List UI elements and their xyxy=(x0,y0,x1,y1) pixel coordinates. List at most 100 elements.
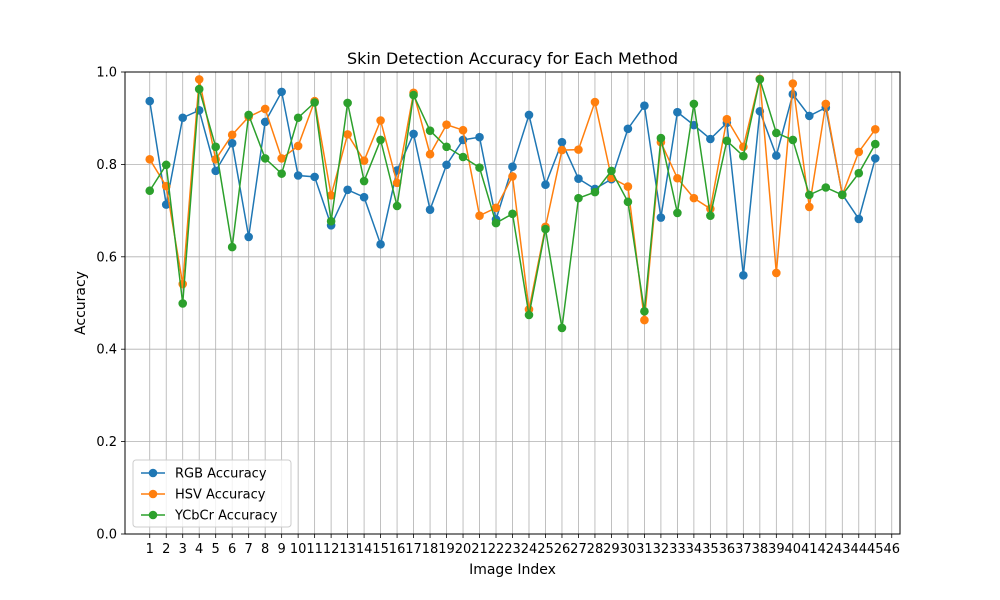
x-tick-label: 1 xyxy=(146,542,154,557)
data-point-ycbcr xyxy=(161,160,171,170)
data-point-hsv xyxy=(640,315,649,325)
data-point-hsv xyxy=(491,203,501,213)
y-tick-label: 0.6 xyxy=(96,250,117,265)
data-point-rgb xyxy=(870,154,880,163)
data-point-rgb xyxy=(343,185,352,195)
x-ticks: 1 2 3 4 5 6 7 8 9 10 11 12 13 14 15 16 17 18 19 20 21 22 23 24 2… xyxy=(146,534,900,557)
data-point-rgb xyxy=(706,134,715,144)
legend-box xyxy=(132,459,292,528)
legend-marker xyxy=(148,510,158,520)
x-tick-label: 15 xyxy=(372,542,389,557)
data-point-ycbcr xyxy=(541,224,550,234)
legend-item-ycbcr: YCbCr Accuracy xyxy=(141,509,278,524)
data-point-ycbcr xyxy=(689,99,699,109)
data-point-ycbcr xyxy=(870,139,880,149)
data-point-rgb xyxy=(574,174,583,184)
data-point-ycbcr xyxy=(359,176,369,186)
y-tick-label: 0.2 xyxy=(96,435,117,450)
data-point-rgb xyxy=(178,113,188,123)
y-tick-label: 0.8 xyxy=(96,158,117,173)
data-point-hsv xyxy=(673,173,682,183)
data-point-hsv xyxy=(574,145,583,154)
data-point-ycbcr xyxy=(557,323,567,333)
x-tick-label: 24 xyxy=(521,542,538,557)
x-tick-label: 13 xyxy=(339,542,356,557)
data-point-hsv xyxy=(821,99,831,109)
y-tick-label: 0.4 xyxy=(96,343,117,358)
legend-label: RGB Accuracy xyxy=(175,467,267,482)
data-point-hsv xyxy=(689,193,699,203)
data-point-ycbcr xyxy=(260,154,270,163)
data-point-ycbcr xyxy=(656,133,666,143)
data-point-ycbcr xyxy=(458,152,468,162)
data-point-hsv xyxy=(805,202,814,212)
data-point-ycbcr xyxy=(178,299,188,308)
data-point-hsv xyxy=(442,120,451,129)
x-tick-label: 17 xyxy=(405,542,422,557)
x-tick-label: 18 xyxy=(422,542,439,557)
x-tick-label: 36 xyxy=(719,542,736,557)
legend-marker xyxy=(148,468,158,478)
x-tick-label: 38 xyxy=(752,542,769,557)
data-point-hsv xyxy=(623,182,633,191)
x-tick-label: 32 xyxy=(653,542,670,557)
series-layer xyxy=(145,74,880,333)
data-point-rgb xyxy=(409,129,418,139)
y-tick-label: 1.0 xyxy=(96,66,117,81)
data-point-hsv xyxy=(722,114,732,124)
x-tick-label: 44 xyxy=(851,542,868,557)
data-point-rgb xyxy=(359,192,369,202)
data-point-hsv xyxy=(458,125,468,135)
x-tick-label: 20 xyxy=(455,542,472,557)
data-point-rgb xyxy=(623,124,633,134)
data-point-ycbcr xyxy=(310,98,319,107)
x-tick-label: 40 xyxy=(785,542,802,557)
data-point-ycbcr xyxy=(277,169,286,178)
data-point-ycbcr xyxy=(376,135,385,145)
y-tick-label: 0.0 xyxy=(96,528,117,543)
data-point-rgb xyxy=(425,205,435,214)
data-point-rgb xyxy=(772,151,781,160)
data-point-rgb xyxy=(244,232,253,242)
data-point-hsv xyxy=(145,155,155,164)
data-point-rgb xyxy=(524,110,534,120)
data-point-hsv xyxy=(870,124,880,134)
x-tick-label: 25 xyxy=(537,542,554,557)
x-tick-label: 12 xyxy=(323,542,340,557)
data-point-ycbcr xyxy=(524,310,534,320)
data-point-ycbcr xyxy=(244,110,253,120)
x-tick-label: 7 xyxy=(245,542,253,557)
data-point-rgb xyxy=(376,240,385,249)
data-point-ycbcr xyxy=(788,135,798,145)
data-point-hsv xyxy=(376,116,385,125)
x-axis-label: Image Index xyxy=(469,562,556,578)
legend-label: HSV Accuracy xyxy=(175,488,266,503)
series-ycbcr xyxy=(145,75,880,333)
x-tick-label: 30 xyxy=(620,542,637,557)
data-point-hsv xyxy=(277,154,286,163)
data-point-hsv xyxy=(425,149,435,159)
data-point-hsv xyxy=(854,147,864,157)
x-tick-label: 42 xyxy=(818,542,835,557)
x-tick-label: 14 xyxy=(356,542,373,557)
x-tick-label: 2 xyxy=(162,542,170,557)
data-point-rgb xyxy=(673,107,682,117)
data-point-ycbcr xyxy=(706,211,715,220)
data-point-ycbcr xyxy=(739,151,748,161)
data-point-ycbcr xyxy=(409,90,418,100)
data-point-ycbcr xyxy=(821,183,831,192)
legend-item-hsv: HSV Accuracy xyxy=(141,488,266,503)
x-tick-label: 37 xyxy=(735,542,752,557)
x-tick-label: 16 xyxy=(389,542,406,557)
x-tick-label: 10 xyxy=(290,542,307,557)
data-point-ycbcr xyxy=(607,166,616,176)
data-point-rgb xyxy=(640,101,649,111)
data-point-rgb xyxy=(211,166,220,176)
data-point-hsv xyxy=(260,104,270,114)
data-point-rgb xyxy=(854,214,864,224)
x-tick-label: 28 xyxy=(587,542,604,557)
data-point-ycbcr xyxy=(491,218,501,228)
data-point-rgb xyxy=(557,137,567,147)
x-tick-label: 43 xyxy=(834,542,851,557)
